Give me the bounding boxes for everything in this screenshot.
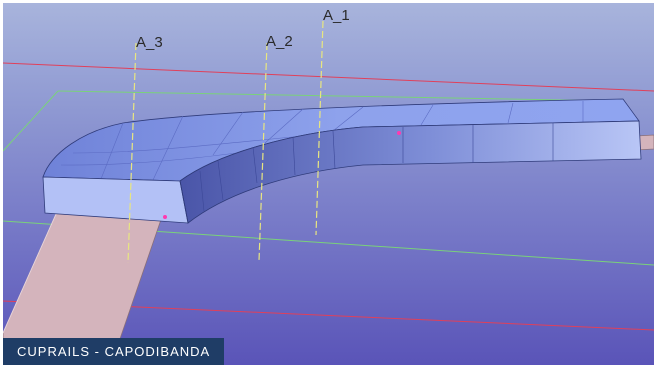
red-reference-line-top <box>3 62 654 92</box>
axis-line-a2[interactable] <box>258 42 268 262</box>
cad-3d-viewport[interactable]: A_3 A_2 A_1 <box>3 3 654 365</box>
axis-label-a1: A_1 <box>323 7 350 24</box>
axis-line-a1[interactable] <box>315 20 324 236</box>
top-face-mesh <box>60 101 584 181</box>
axis-label-a3: A_3 <box>136 34 163 51</box>
axis-line-a3[interactable] <box>127 42 137 264</box>
side-face-mesh <box>199 123 554 212</box>
caption-banner: CUPRAILS - CAPODIBANDA <box>3 338 225 365</box>
green-reference-line-top <box>57 90 619 102</box>
construction-point[interactable] <box>163 215 167 219</box>
green-reference-line-left <box>3 90 59 152</box>
rail-edge <box>3 202 62 334</box>
axis-label-a2: A_2 <box>266 33 293 50</box>
part-end-face-edge <box>179 180 189 224</box>
construction-point[interactable] <box>397 131 401 135</box>
cad-scene[interactable]: A_3 A_2 A_1 <box>3 3 654 365</box>
part-curved-side-face[interactable] <box>179 120 642 224</box>
